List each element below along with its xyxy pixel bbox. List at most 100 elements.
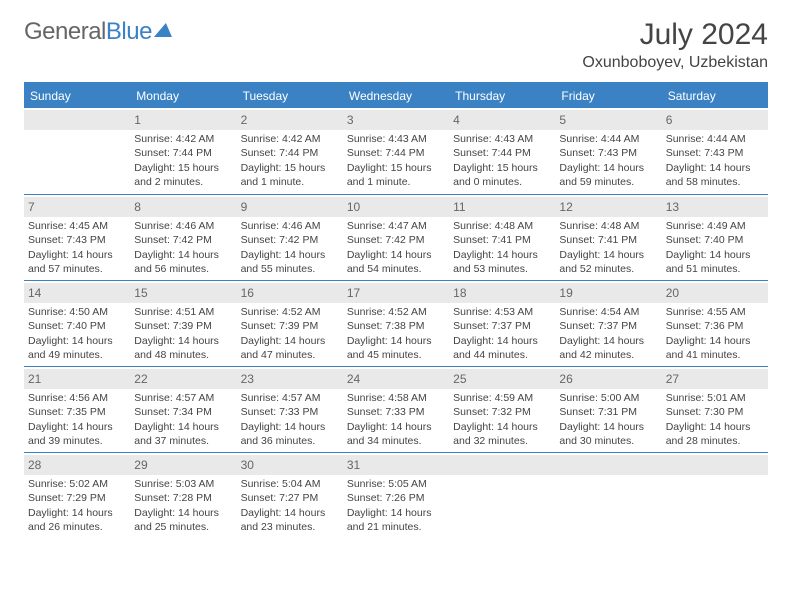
day-detail-line: Sunrise: 4:44 AM: [666, 132, 764, 146]
day-detail-line: Daylight: 14 hours: [241, 334, 339, 348]
day-detail-line: and 32 minutes.: [453, 434, 551, 448]
day-detail-line: Daylight: 14 hours: [347, 506, 445, 520]
calendar-cell: 25Sunrise: 4:59 AMSunset: 7:32 PMDayligh…: [449, 366, 555, 452]
day-detail-line: and 1 minute.: [347, 175, 445, 189]
day-detail-line: Sunset: 7:40 PM: [666, 233, 764, 247]
day-number: 16: [237, 283, 343, 303]
day-detail-line: Daylight: 14 hours: [347, 334, 445, 348]
day-number: 6: [662, 110, 768, 130]
day-detail-line: Sunset: 7:39 PM: [241, 319, 339, 333]
day-number: [449, 455, 555, 475]
day-detail-line: Daylight: 14 hours: [559, 334, 657, 348]
day-detail-line: and 34 minutes.: [347, 434, 445, 448]
day-detail-line: and 51 minutes.: [666, 262, 764, 276]
day-detail-line: Daylight: 14 hours: [28, 334, 126, 348]
day-detail-line: Sunset: 7:44 PM: [134, 146, 232, 160]
day-header: Saturday: [662, 84, 768, 108]
day-detail-line: and 42 minutes.: [559, 348, 657, 362]
day-detail-line: Sunrise: 4:52 AM: [241, 305, 339, 319]
day-number: 29: [130, 455, 236, 475]
day-number: 14: [24, 283, 130, 303]
day-detail-line: Daylight: 14 hours: [347, 248, 445, 262]
day-detail-line: and 28 minutes.: [666, 434, 764, 448]
day-detail-line: Sunrise: 4:57 AM: [134, 391, 232, 405]
day-number: 3: [343, 110, 449, 130]
day-detail-line: Sunset: 7:33 PM: [347, 405, 445, 419]
calendar-cell: 12Sunrise: 4:48 AMSunset: 7:41 PMDayligh…: [555, 194, 661, 280]
day-detail-line: Daylight: 14 hours: [666, 161, 764, 175]
calendar-cell: 23Sunrise: 4:57 AMSunset: 7:33 PMDayligh…: [237, 366, 343, 452]
day-number: 25: [449, 369, 555, 389]
day-number: 2: [237, 110, 343, 130]
day-header: Monday: [130, 84, 236, 108]
day-detail-line: Daylight: 14 hours: [559, 161, 657, 175]
calendar-cell: 7Sunrise: 4:45 AMSunset: 7:43 PMDaylight…: [24, 194, 130, 280]
day-header: Sunday: [24, 84, 130, 108]
day-number: 10: [343, 197, 449, 217]
day-detail-line: Daylight: 14 hours: [134, 420, 232, 434]
day-detail-line: Daylight: 14 hours: [241, 248, 339, 262]
day-detail-line: Daylight: 15 hours: [347, 161, 445, 175]
calendar-cell: [555, 452, 661, 538]
day-header: Tuesday: [237, 84, 343, 108]
day-detail-line: Sunrise: 4:55 AM: [666, 305, 764, 319]
day-detail-line: Sunset: 7:34 PM: [134, 405, 232, 419]
day-detail-line: and 37 minutes.: [134, 434, 232, 448]
day-detail-line: Sunset: 7:37 PM: [453, 319, 551, 333]
day-number: 21: [24, 369, 130, 389]
day-header: Thursday: [449, 84, 555, 108]
calendar-cell: 22Sunrise: 4:57 AMSunset: 7:34 PMDayligh…: [130, 366, 236, 452]
day-number: 5: [555, 110, 661, 130]
calendar-cell: 1Sunrise: 4:42 AMSunset: 7:44 PMDaylight…: [130, 108, 236, 194]
calendar-cell: 24Sunrise: 4:58 AMSunset: 7:33 PMDayligh…: [343, 366, 449, 452]
day-detail-line: Sunrise: 4:48 AM: [453, 219, 551, 233]
calendar-cell: [662, 452, 768, 538]
logo-mark-icon: [154, 23, 175, 37]
day-detail-line: Daylight: 15 hours: [134, 161, 232, 175]
logo: GeneralBlue: [24, 18, 173, 46]
day-detail-line: Daylight: 14 hours: [134, 334, 232, 348]
day-detail-line: Sunset: 7:43 PM: [666, 146, 764, 160]
day-detail-line: Sunset: 7:27 PM: [241, 491, 339, 505]
calendar-cell: 10Sunrise: 4:47 AMSunset: 7:42 PMDayligh…: [343, 194, 449, 280]
day-detail-line: and 30 minutes.: [559, 434, 657, 448]
day-number: 1: [130, 110, 236, 130]
day-detail-line: and 26 minutes.: [28, 520, 126, 534]
day-detail-line: Sunset: 7:28 PM: [134, 491, 232, 505]
day-detail-line: and 0 minutes.: [453, 175, 551, 189]
day-detail-line: Sunrise: 4:48 AM: [559, 219, 657, 233]
day-detail-line: Sunrise: 4:53 AM: [453, 305, 551, 319]
day-detail-line: Sunset: 7:41 PM: [559, 233, 657, 247]
day-detail-line: and 1 minute.: [241, 175, 339, 189]
day-header: Friday: [555, 84, 661, 108]
day-detail-line: Sunrise: 4:54 AM: [559, 305, 657, 319]
day-detail-line: Daylight: 14 hours: [453, 248, 551, 262]
day-detail-line: and 45 minutes.: [347, 348, 445, 362]
day-detail-line: and 55 minutes.: [241, 262, 339, 276]
day-detail-line: Daylight: 14 hours: [559, 420, 657, 434]
day-detail-line: Sunrise: 5:02 AM: [28, 477, 126, 491]
calendar-cell: 9Sunrise: 4:46 AMSunset: 7:42 PMDaylight…: [237, 194, 343, 280]
title-block: July 2024 Oxunboboyev, Uzbekistan: [582, 18, 768, 72]
calendar-cell: 3Sunrise: 4:43 AMSunset: 7:44 PMDaylight…: [343, 108, 449, 194]
day-detail-line: Sunrise: 5:04 AM: [241, 477, 339, 491]
calendar-cell: 4Sunrise: 4:43 AMSunset: 7:44 PMDaylight…: [449, 108, 555, 194]
day-number: 4: [449, 110, 555, 130]
day-detail-line: Sunrise: 4:51 AM: [134, 305, 232, 319]
day-detail-line: Daylight: 14 hours: [347, 420, 445, 434]
day-detail-line: Sunset: 7:39 PM: [134, 319, 232, 333]
calendar-cell: 15Sunrise: 4:51 AMSunset: 7:39 PMDayligh…: [130, 280, 236, 366]
logo-text-blue: Blue: [106, 18, 152, 46]
day-detail-line: and 48 minutes.: [134, 348, 232, 362]
day-detail-line: Sunrise: 5:05 AM: [347, 477, 445, 491]
day-detail-line: Sunrise: 5:00 AM: [559, 391, 657, 405]
calendar-cell: 31Sunrise: 5:05 AMSunset: 7:26 PMDayligh…: [343, 452, 449, 538]
day-detail-line: Sunset: 7:42 PM: [134, 233, 232, 247]
calendar-cell: 13Sunrise: 4:49 AMSunset: 7:40 PMDayligh…: [662, 194, 768, 280]
calendar-cell: 8Sunrise: 4:46 AMSunset: 7:42 PMDaylight…: [130, 194, 236, 280]
day-detail-line: and 49 minutes.: [28, 348, 126, 362]
day-number: [555, 455, 661, 475]
day-detail-line: Sunset: 7:42 PM: [241, 233, 339, 247]
day-detail-line: Daylight: 14 hours: [453, 334, 551, 348]
day-detail-line: and 41 minutes.: [666, 348, 764, 362]
